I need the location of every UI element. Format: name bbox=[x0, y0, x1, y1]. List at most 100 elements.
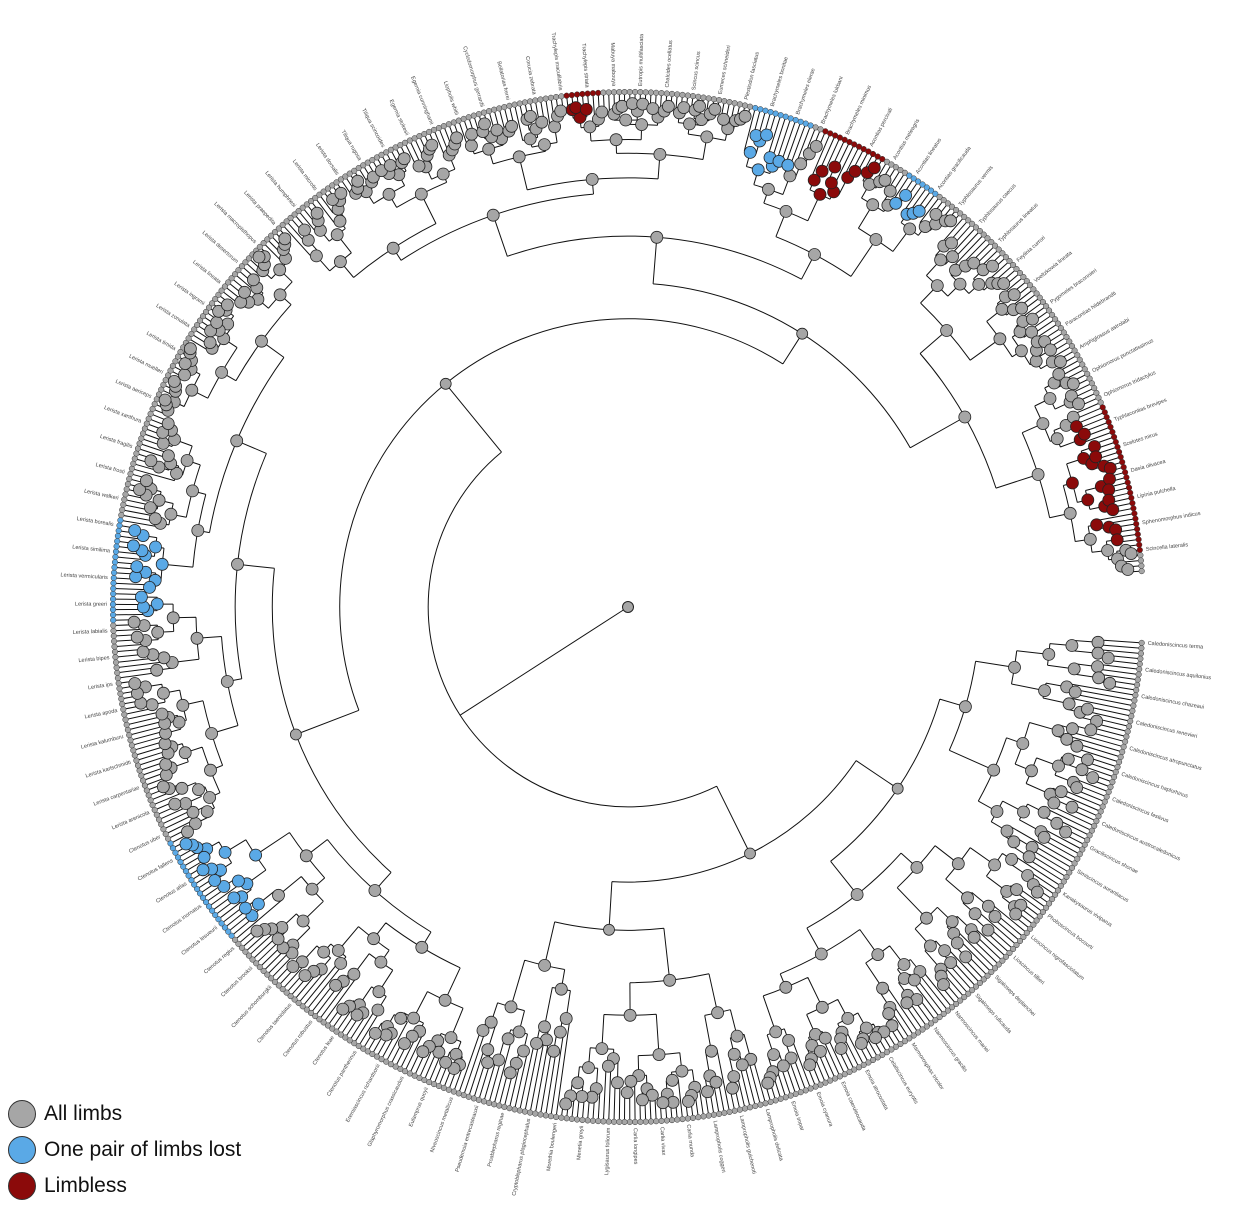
ancestral-state-node bbox=[368, 884, 382, 897]
tip-node bbox=[684, 92, 691, 99]
tip-node bbox=[209, 907, 216, 914]
tip-node bbox=[119, 506, 126, 513]
tip-label: Lerista zonulata bbox=[155, 303, 192, 329]
ancestral-state-node bbox=[178, 357, 192, 371]
tip-label: Lerista labialis bbox=[73, 628, 108, 636]
tip-label: Lerista desertorum bbox=[201, 230, 240, 265]
tip-node bbox=[527, 1109, 534, 1116]
legend: All limbs One pair of limbs lost Limbles… bbox=[8, 1096, 241, 1204]
ancestral-state-node bbox=[1062, 697, 1076, 711]
tip-label: Dasia olivacea bbox=[1130, 459, 1167, 474]
ancestral-state-node bbox=[203, 336, 217, 350]
tip-node bbox=[185, 872, 192, 879]
ancestral-state-node bbox=[815, 1000, 829, 1014]
ancestral-state-node bbox=[701, 1085, 714, 1099]
tip-node bbox=[600, 89, 607, 96]
ancestral-state-node bbox=[166, 611, 180, 625]
ancestral-state-node bbox=[869, 233, 883, 246]
ancestral-state-node bbox=[382, 187, 396, 201]
tip-label: Celatiscincus euryotis bbox=[887, 1056, 919, 1105]
tip-node bbox=[316, 1016, 323, 1023]
tip-node bbox=[879, 156, 886, 163]
tip-node bbox=[303, 201, 310, 208]
ancestral-state-node bbox=[482, 142, 496, 156]
tip-node bbox=[324, 185, 331, 192]
tip-node bbox=[1030, 286, 1037, 293]
ancestral-state-node bbox=[595, 105, 609, 119]
tip-node bbox=[260, 240, 267, 247]
tip-node bbox=[901, 169, 908, 176]
tip-node bbox=[1071, 347, 1078, 354]
tip-node bbox=[632, 1118, 639, 1126]
ancestral-state-node bbox=[803, 1058, 817, 1072]
ancestral-state-node bbox=[186, 484, 199, 498]
tip-node bbox=[1137, 557, 1144, 564]
ancestral-state-node bbox=[351, 174, 365, 188]
tip-node bbox=[1076, 356, 1083, 363]
tip-node bbox=[1124, 479, 1131, 486]
legend-label: One pair of limbs lost bbox=[44, 1138, 242, 1161]
ancestral-state-node bbox=[273, 263, 287, 277]
tip-node bbox=[228, 275, 235, 282]
tip-node bbox=[563, 1115, 570, 1122]
ancestral-state-node bbox=[164, 507, 178, 521]
tip-node bbox=[324, 1022, 331, 1029]
tip-node bbox=[364, 1048, 371, 1055]
tip-label: Lerista humphriesi bbox=[263, 170, 296, 208]
tip-label: Nannoscincus gracilis bbox=[932, 1027, 968, 1074]
tip-node bbox=[642, 1118, 649, 1125]
ancestral-state-node bbox=[538, 138, 551, 152]
ancestral-state-node bbox=[930, 279, 944, 293]
tip-node bbox=[558, 1114, 565, 1121]
tip-label: Emoia atrocostata bbox=[863, 1069, 889, 1112]
tip-node bbox=[122, 491, 129, 498]
ancestral-state-node bbox=[777, 1059, 790, 1073]
tip-node bbox=[1066, 869, 1073, 876]
tip-node bbox=[527, 98, 534, 105]
ancestral-state-node bbox=[333, 255, 347, 269]
ancestral-state-node bbox=[371, 1003, 385, 1017]
ancestral-state-node bbox=[987, 763, 1001, 777]
ancestral-state-node bbox=[215, 365, 229, 379]
tip-node bbox=[378, 151, 385, 158]
ancestral-state-node bbox=[252, 250, 266, 264]
tip-node bbox=[264, 236, 271, 243]
ancestral-state-node bbox=[848, 164, 862, 178]
ancestral-state-node bbox=[464, 139, 478, 153]
ancestral-state-node bbox=[961, 891, 974, 905]
ancestral-state-node bbox=[1016, 737, 1030, 750]
tip-node bbox=[999, 250, 1006, 257]
ancestral-state-node bbox=[1075, 763, 1089, 777]
tip-node bbox=[1033, 917, 1040, 924]
ancestral-state-node bbox=[317, 945, 331, 959]
tip-node bbox=[980, 231, 987, 238]
tip-node bbox=[1130, 702, 1137, 709]
tip-node bbox=[112, 548, 120, 555]
tip-node bbox=[172, 849, 179, 856]
legend-item-limbless: Limbless bbox=[8, 1168, 241, 1204]
ancestral-state-node bbox=[159, 758, 173, 771]
ancestral-state-node bbox=[185, 383, 199, 397]
tip-label: Caledoniscincus haplorhinus bbox=[1120, 772, 1188, 800]
tip-label: Caledoniscincus chazeaui bbox=[1141, 694, 1205, 711]
ancestral-state-node bbox=[168, 797, 182, 811]
ancestral-state-node bbox=[1086, 771, 1100, 784]
ancestral-state-node bbox=[1044, 343, 1057, 357]
ancestral-state-node bbox=[945, 236, 958, 250]
tip-node bbox=[919, 1026, 926, 1033]
tip-node bbox=[128, 742, 135, 749]
ancestral-state-node bbox=[937, 978, 950, 991]
tip-label: Lerista muelleri bbox=[128, 354, 164, 376]
tip-label: Amphiglossus astrolabi bbox=[1079, 317, 1131, 350]
tip-node bbox=[491, 1101, 498, 1108]
tip-node bbox=[1137, 655, 1144, 662]
tip-node bbox=[782, 113, 789, 120]
tip-node bbox=[1016, 937, 1024, 945]
tip-node bbox=[194, 321, 201, 329]
ancestral-state-node bbox=[675, 1064, 689, 1078]
tip-node bbox=[373, 1053, 380, 1060]
ancestral-state-node bbox=[1078, 427, 1091, 441]
tip-node bbox=[126, 732, 133, 739]
tip-node bbox=[480, 109, 487, 116]
ancestral-state-node bbox=[238, 285, 251, 299]
